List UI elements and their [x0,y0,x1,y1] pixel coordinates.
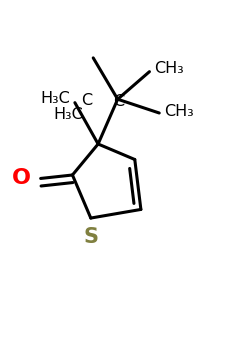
Text: CH₃: CH₃ [164,104,194,119]
Text: O: O [12,168,31,188]
Text: C: C [81,93,92,108]
Text: H₃C: H₃C [40,91,70,106]
Text: H₃C: H₃C [54,107,84,122]
Text: S: S [83,227,98,247]
Text: C: C [113,94,124,110]
Text: CH₃: CH₃ [154,61,184,76]
